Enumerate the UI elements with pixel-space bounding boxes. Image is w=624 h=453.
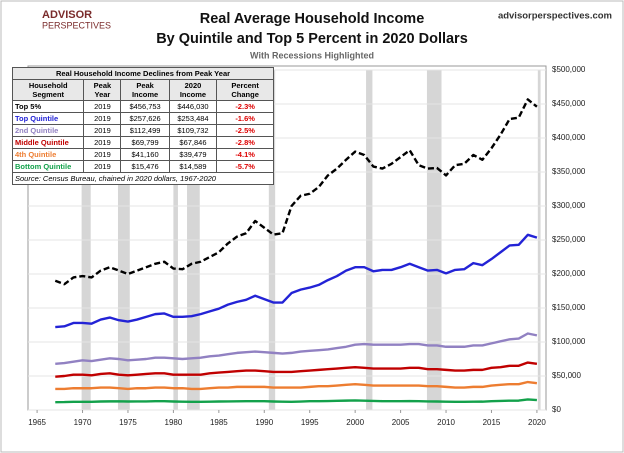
segment-name: Bottom Quintile (11, 160, 85, 173)
table-cell: $41,160 (120, 148, 170, 161)
table-cell: 2019 (83, 112, 122, 125)
y-tick-label: $0 (552, 405, 561, 414)
x-tick-label: 2015 (483, 418, 501, 427)
table-source: Source: Census Bureau, chained in 2020 d… (12, 172, 274, 185)
table-cell: $69,799 (120, 136, 170, 149)
x-tick-label: 1980 (165, 418, 183, 427)
column-header: Percent Change (216, 79, 274, 101)
table-cell: $14,589 (168, 160, 218, 173)
table-cell: 2019 (83, 124, 122, 137)
x-tick-label: 2020 (528, 418, 546, 427)
chart-title: Real Average Household Income (200, 11, 425, 27)
table-title: Real Household Income Declines from Peak… (12, 67, 274, 80)
y-tick-label: $450,000 (552, 99, 586, 108)
table-cell: -4.1% (216, 148, 274, 161)
column-header: Peak Income (120, 79, 170, 101)
table-cell: $456,753 (120, 100, 170, 113)
series-line (55, 380, 538, 391)
series-line (55, 332, 538, 365)
logo-bottom: PERSPECTIVES (42, 20, 111, 30)
series-line (55, 233, 538, 329)
table-cell: -2.3% (216, 100, 274, 113)
chart-subtitle: With Recessions Highlighted (250, 50, 374, 60)
y-tick-label: $300,000 (552, 201, 586, 210)
table-cell: $112,499 (120, 124, 170, 137)
table-cell: $257,626 (120, 112, 170, 125)
segment-name: Top 5% (11, 100, 85, 113)
y-tick-label: $500,000 (552, 65, 586, 74)
table-cell: $67,846 (168, 136, 218, 149)
segment-name: Middle Quintile (11, 136, 85, 149)
table-cell: 2019 (83, 136, 122, 149)
y-tick-label: $250,000 (552, 235, 586, 244)
website: advisorperspectives.com (498, 11, 612, 22)
x-tick-label: 1985 (210, 418, 228, 427)
x-tick-label: 2010 (437, 418, 455, 427)
table-cell: 2019 (83, 160, 122, 173)
x-tick-label: 2000 (346, 418, 364, 427)
y-tick-label: $200,000 (552, 269, 586, 278)
table-cell: -5.7% (216, 160, 274, 173)
x-tick-label: 1990 (255, 418, 273, 427)
table-cell: -1.6% (216, 112, 274, 125)
y-tick-label: $100,000 (552, 337, 586, 346)
chart-title: By Quintile and Top 5 Percent in 2020 Do… (156, 31, 468, 47)
x-tick-label: 1995 (301, 418, 319, 427)
segment-name: 2nd Quintile (11, 124, 85, 137)
x-tick-label: 1965 (28, 418, 46, 427)
series-line (55, 361, 538, 378)
x-tick-label: 1975 (119, 418, 137, 427)
y-tick-label: $400,000 (552, 133, 586, 142)
logo-top: ADVISOR (42, 9, 92, 21)
column-header: Household Segment (11, 79, 85, 101)
x-tick-label: 1970 (74, 418, 92, 427)
x-tick-label: 2005 (392, 418, 410, 427)
table-cell: $253,484 (168, 112, 218, 125)
table-cell: $446,030 (168, 100, 218, 113)
table-cell: -2.8% (216, 136, 274, 149)
table-cell: $39,479 (168, 148, 218, 161)
y-tick-label: $50,000 (552, 371, 581, 380)
column-header: Peak Year (83, 79, 122, 101)
segment-name: Top Quintile (11, 112, 85, 125)
data-table: Real Household Income Declines from Peak… (11, 67, 274, 185)
y-tick-label: $150,000 (552, 303, 586, 312)
table-cell: $15,476 (120, 160, 170, 173)
table-cell: -2.5% (216, 124, 274, 137)
column-header: 2020 Income (168, 79, 218, 101)
table-cell: 2019 (83, 148, 122, 161)
table-cell: 2019 (83, 100, 122, 113)
table-cell: $109,732 (168, 124, 218, 137)
series-line (55, 398, 537, 404)
y-tick-label: $350,000 (552, 167, 586, 176)
segment-name: 4th Quintile (11, 148, 85, 161)
